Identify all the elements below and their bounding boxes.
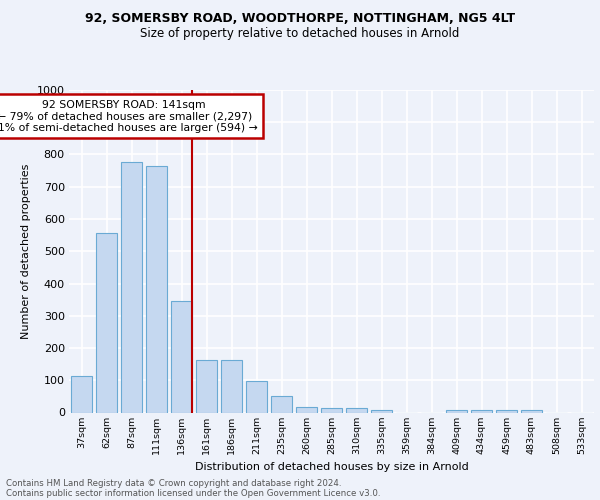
Text: Contains HM Land Registry data © Crown copyright and database right 2024.: Contains HM Land Registry data © Crown c… <box>6 478 341 488</box>
Bar <box>521 410 542 412</box>
Bar <box>121 162 142 412</box>
Text: 92, SOMERSBY ROAD, WOODTHORPE, NOTTINGHAM, NG5 4LT: 92, SOMERSBY ROAD, WOODTHORPE, NOTTINGHA… <box>85 12 515 26</box>
Bar <box>196 360 217 412</box>
Bar <box>496 410 517 412</box>
Text: Contains public sector information licensed under the Open Government Licence v3: Contains public sector information licen… <box>6 488 380 498</box>
Bar <box>446 410 467 412</box>
Bar <box>146 166 167 412</box>
Bar <box>246 381 267 412</box>
Bar <box>371 410 392 412</box>
X-axis label: Distribution of detached houses by size in Arnold: Distribution of detached houses by size … <box>194 462 469 472</box>
Bar <box>96 233 117 412</box>
Bar <box>271 396 292 412</box>
Text: 92 SOMERSBY ROAD: 141sqm
← 79% of detached houses are smaller (2,297)
21% of sem: 92 SOMERSBY ROAD: 141sqm ← 79% of detach… <box>0 100 257 133</box>
Bar <box>321 408 342 412</box>
Bar <box>346 408 367 412</box>
Bar <box>471 410 492 412</box>
Bar <box>296 406 317 412</box>
Bar <box>171 301 192 412</box>
Bar <box>71 376 92 412</box>
Text: Size of property relative to detached houses in Arnold: Size of property relative to detached ho… <box>140 28 460 40</box>
Y-axis label: Number of detached properties: Number of detached properties <box>21 164 31 339</box>
Bar <box>221 360 242 412</box>
